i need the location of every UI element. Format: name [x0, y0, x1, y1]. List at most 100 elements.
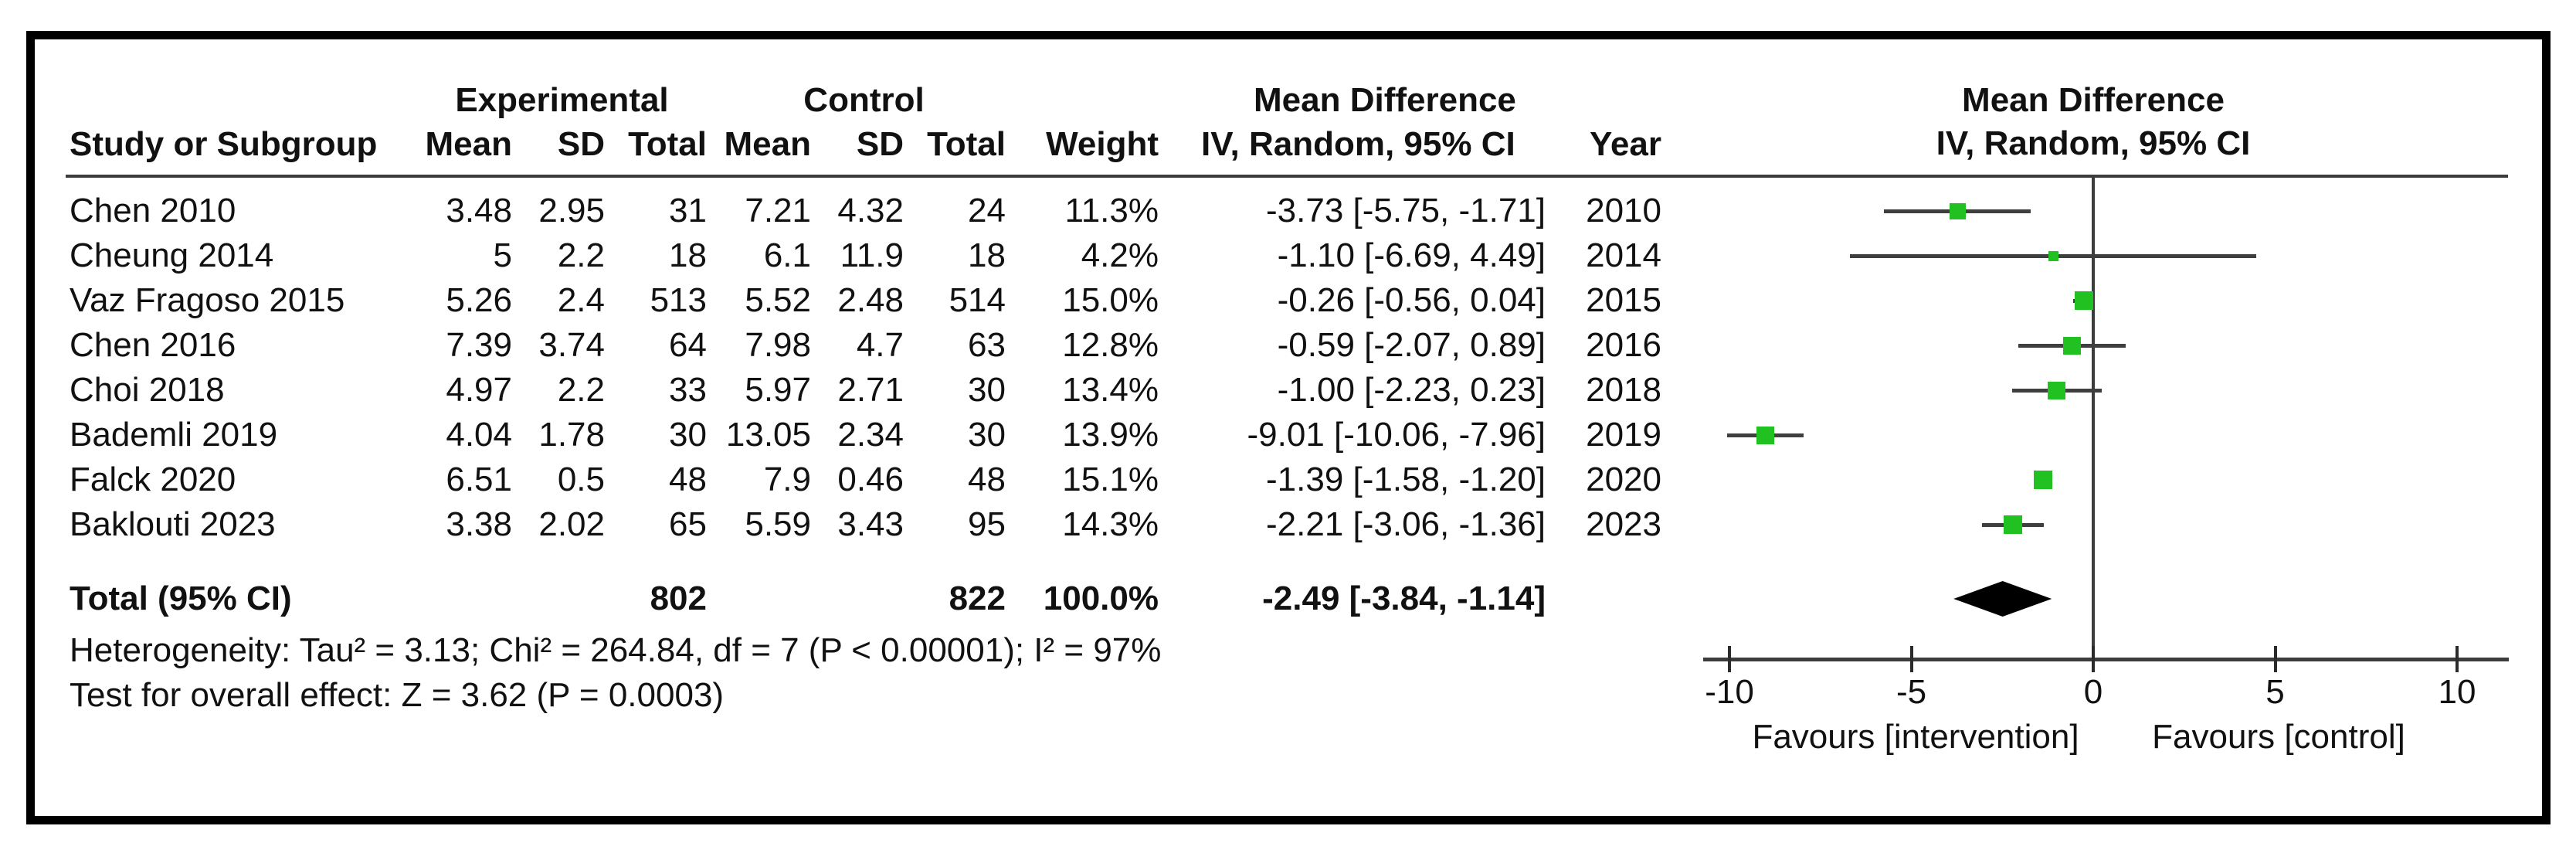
cell-ctl-total: 30	[968, 416, 1006, 454]
axis-tick	[2456, 646, 2459, 672]
axis-tick-label: -10	[1705, 673, 1754, 711]
cell-exp-total: 65	[669, 505, 707, 543]
table-row: Cheung 2014 5 2.2 18 6.1 11.9 18 4.2% -1.10 [-6.…	[0, 233, 1707, 278]
cell-study-name: Chen 2016	[70, 326, 236, 364]
cell-study-name: Bademli 2019	[70, 416, 278, 454]
point-estimate-square	[2048, 250, 2058, 261]
cell-year: 2020	[1586, 461, 1661, 498]
header-underline	[66, 175, 2508, 178]
cell-exp-mean: 5.26	[446, 281, 512, 319]
col-year: Year	[1590, 125, 1661, 163]
heterogeneity-text: Heterogeneity: Tau² = 3.13; Chi² = 264.8…	[70, 631, 1162, 669]
cell-exp-mean: 5	[493, 236, 512, 274]
x-axis-line	[1703, 658, 2509, 661]
cell-ctl-sd: 11.9	[840, 236, 904, 274]
cell-exp-sd: 2.2	[557, 371, 605, 409]
cell-md-ci: -1.10 [-6.69, 4.49]	[1277, 236, 1546, 274]
header-mean-difference-right: Mean Difference	[1962, 81, 2225, 119]
cell-ctl-total: 24	[968, 192, 1006, 229]
cell-exp-sd: 2.4	[557, 281, 605, 319]
total-row: Total (95% CI) 802 822 100.0% -2.49 [-3.…	[0, 576, 1707, 621]
cell-ctl-sd: 3.43	[837, 505, 904, 543]
cell-exp-mean: 3.38	[446, 505, 512, 543]
cell-exp-sd: 2.02	[538, 505, 605, 543]
cell-exp-mean: 4.97	[446, 371, 512, 409]
axis-tick	[2273, 646, 2277, 672]
cell-ctl-total: 18	[968, 236, 1006, 274]
cell-ctl-mean: 7.98	[745, 326, 811, 364]
col-ctl-sd: SD	[856, 125, 904, 163]
favours-intervention-label: Favours [intervention]	[1752, 718, 2079, 756]
cell-year: 2015	[1586, 281, 1661, 319]
col-weight: Weight	[1046, 125, 1159, 163]
cell-md-ci: -1.39 [-1.58, -1.20]	[1266, 461, 1546, 498]
cell-weight: 15.0%	[1062, 281, 1159, 319]
col-study: Study or Subgroup	[70, 125, 378, 163]
cell-exp-sd: 1.78	[538, 416, 605, 454]
cell-weight: 15.1%	[1062, 461, 1159, 498]
column-header-row: Study or Subgroup Mean SD Total Mean SD …	[0, 122, 1707, 167]
cell-ctl-sd: 4.32	[837, 192, 904, 229]
axis-tick	[1909, 646, 1913, 672]
cell-exp-mean: 3.48	[446, 192, 512, 229]
cell-study-name: Choi 2018	[70, 371, 225, 409]
cell-ctl-mean: 7.9	[763, 461, 811, 498]
figure-border	[26, 31, 2551, 824]
favours-control-label: Favours [control]	[2152, 718, 2405, 756]
axis-tick-label: 0	[2083, 673, 2103, 711]
cell-ctl-mean: 5.59	[745, 505, 811, 543]
cell-weight: 12.8%	[1062, 326, 1159, 364]
cell-year: 2019	[1586, 416, 1661, 454]
table-row: Chen 2010 3.48 2.95 31 7.21 4.32 24 11.3% -3.73 …	[0, 189, 1707, 233]
total-ctl-n: 822	[949, 580, 1006, 617]
cell-md-ci: -9.01 [-10.06, -7.96]	[1247, 416, 1546, 454]
point-estimate-square	[1756, 426, 1775, 444]
cell-exp-total: 30	[669, 416, 707, 454]
cell-ctl-sd: 2.48	[837, 281, 904, 319]
cell-year: 2010	[1586, 192, 1661, 229]
cell-md-ci: -1.00 [-2.23, 0.23]	[1277, 371, 1546, 409]
cell-study-name: Falck 2020	[70, 461, 236, 498]
cell-ctl-total: 30	[968, 371, 1006, 409]
cell-ctl-sd: 4.7	[856, 326, 904, 364]
cell-ctl-sd: 0.46	[837, 461, 904, 498]
total-label: Total (95% CI)	[70, 580, 292, 617]
cell-study-name: Chen 2010	[70, 192, 236, 229]
cell-year: 2014	[1586, 236, 1661, 274]
cell-md-ci: -0.59 [-2.07, 0.89]	[1277, 326, 1546, 364]
cell-ctl-total: 514	[949, 281, 1006, 319]
total-exp-n: 802	[650, 580, 707, 617]
axis-tick-label: 5	[2265, 673, 2285, 711]
table-row: Baklouti 2023 3.38 2.02 65 5.59 3.43 95 14.3% -2…	[0, 502, 1707, 547]
cell-exp-total: 33	[669, 371, 707, 409]
header-control: Control	[803, 81, 925, 119]
point-estimate-square	[2062, 336, 2081, 355]
cell-exp-total: 513	[650, 281, 707, 319]
cell-md-ci: -0.26 [-0.56, 0.04]	[1277, 281, 1546, 319]
cell-exp-total: 18	[669, 236, 707, 274]
col-ctl-mean: Mean	[724, 125, 811, 163]
cell-weight: 11.3%	[1064, 192, 1159, 229]
table-row: Vaz Fragoso 2015 5.26 2.4 513 5.52 2.48 514 15.…	[0, 278, 1707, 323]
cell-weight: 4.2%	[1081, 236, 1159, 274]
col-exp-sd: SD	[557, 125, 605, 163]
header-experimental: Experimental	[455, 81, 669, 119]
cell-ctl-mean: 5.97	[745, 371, 811, 409]
cell-ctl-total: 48	[968, 461, 1006, 498]
point-estimate-square	[1949, 202, 1966, 219]
table-row: Falck 2020 6.51 0.5 48 7.9 0.46 48 15.1% -1.39 […	[0, 457, 1707, 502]
cell-exp-sd: 2.2	[557, 236, 605, 274]
table-row: Chen 2016 7.39 3.74 64 7.98 4.7 63 12.8% -0.59 […	[0, 323, 1707, 368]
cell-weight: 13.9%	[1062, 416, 1159, 454]
cell-study-name: Vaz Fragoso 2015	[70, 281, 345, 319]
cell-ctl-mean: 13.05	[725, 416, 811, 454]
col-iv-random: IV, Random, 95% CI	[1201, 125, 1515, 163]
cell-md-ci: -3.73 [-5.75, -1.71]	[1266, 192, 1546, 229]
cell-ctl-mean: 5.52	[745, 281, 811, 319]
cell-ctl-mean: 6.1	[763, 236, 811, 274]
header-mean-difference-left: Mean Difference	[1254, 81, 1516, 119]
total-weight: 100.0%	[1043, 580, 1159, 617]
cell-exp-sd: 0.5	[557, 461, 605, 498]
col-ctl-total: Total	[927, 125, 1006, 163]
